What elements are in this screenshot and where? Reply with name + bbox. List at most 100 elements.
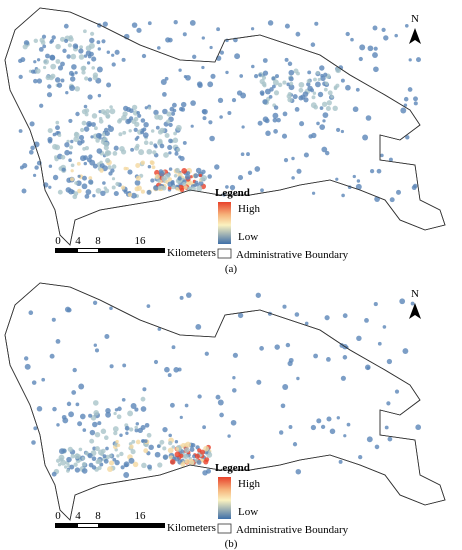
density-spot	[51, 317, 56, 322]
density-spot	[320, 73, 324, 78]
density-spot	[200, 458, 205, 462]
density-spot	[204, 351, 209, 356]
density-spot	[236, 90, 243, 96]
scale-bar	[55, 523, 165, 528]
density-spot	[232, 352, 238, 358]
density-spot	[95, 138, 100, 143]
density-spot	[23, 356, 29, 361]
density-spot	[276, 117, 281, 123]
density-spot	[167, 373, 172, 378]
density-spot	[326, 357, 331, 362]
density-spot	[30, 145, 35, 151]
density-spot	[373, 302, 378, 307]
density-spot	[31, 380, 37, 385]
density-spot	[108, 460, 115, 466]
density-spot	[310, 42, 316, 47]
density-spot	[104, 130, 110, 137]
density-spot	[411, 185, 417, 191]
density-spot	[128, 129, 132, 133]
density-spot	[51, 471, 57, 477]
density-spot	[36, 78, 43, 84]
density-spot	[313, 353, 319, 359]
density-spot	[269, 87, 274, 92]
density-spot	[77, 174, 81, 178]
density-spot	[19, 165, 24, 170]
density-spot	[43, 58, 49, 65]
density-spot	[330, 95, 334, 99]
density-spot	[274, 74, 280, 79]
density-spot	[367, 45, 374, 52]
density-spot	[165, 37, 171, 43]
density-spot	[356, 335, 362, 342]
density-spot	[163, 152, 169, 158]
density-spot	[39, 37, 45, 43]
density-spot	[50, 63, 57, 70]
density-spot	[179, 415, 183, 420]
density-spot	[340, 129, 345, 134]
density-spot	[130, 449, 136, 455]
scale-tick: 4	[75, 235, 81, 247]
density-spot	[157, 179, 161, 183]
density-spot	[49, 353, 55, 359]
density-spot	[288, 84, 295, 91]
density-spot	[345, 84, 351, 91]
density-spot	[56, 423, 60, 427]
density-spot	[352, 174, 356, 179]
density-spot	[119, 146, 125, 152]
density-spot	[294, 107, 300, 112]
density-spot	[134, 186, 140, 192]
density-spot	[91, 456, 97, 461]
density-spot	[33, 78, 38, 84]
density-spot	[92, 421, 98, 428]
density-spot	[355, 183, 362, 190]
density-spot	[97, 47, 101, 51]
density-spot	[184, 403, 189, 408]
density-spot	[106, 82, 112, 88]
density-spot	[271, 76, 276, 81]
density-spot	[93, 343, 97, 347]
legend-title: Legend	[215, 187, 250, 199]
density-spot	[195, 323, 202, 330]
density-spot	[355, 87, 360, 92]
density-spot	[62, 448, 67, 453]
density-spot	[324, 150, 330, 156]
legend-boundary-swatch	[217, 248, 232, 259]
density-spot	[93, 410, 99, 416]
density-spot	[38, 46, 44, 52]
density-spot	[105, 411, 111, 418]
density-spot	[42, 65, 47, 70]
density-spot	[120, 465, 125, 470]
density-spot	[87, 94, 93, 100]
density-spot	[251, 64, 255, 69]
density-spot	[65, 187, 72, 193]
density-spot	[60, 154, 66, 160]
density-spot	[72, 43, 79, 49]
density-spot	[137, 113, 142, 118]
density-spot	[261, 75, 267, 80]
density-spot	[99, 160, 103, 165]
density-spot	[413, 101, 418, 106]
density-spot	[403, 103, 408, 107]
density-spot	[52, 143, 58, 150]
density-spot	[71, 390, 77, 395]
density-spot	[174, 440, 179, 444]
density-spot	[81, 462, 87, 467]
density-spot	[237, 175, 244, 181]
density-spot	[335, 83, 340, 88]
density-spot	[63, 23, 69, 29]
density-spot	[394, 33, 398, 38]
density-spot	[147, 464, 152, 470]
scale-tick: 16	[135, 235, 147, 247]
density-spot	[382, 325, 387, 329]
density-spot	[53, 155, 58, 160]
density-spot	[232, 388, 237, 393]
density-spot	[55, 338, 61, 344]
density-spot	[91, 465, 97, 470]
density-spot	[33, 38, 39, 44]
density-spot	[73, 462, 78, 467]
density-spot	[364, 317, 369, 323]
density-spot	[66, 456, 72, 463]
density-spot	[326, 416, 332, 422]
density-spot	[74, 181, 78, 185]
density-spot	[120, 185, 126, 190]
